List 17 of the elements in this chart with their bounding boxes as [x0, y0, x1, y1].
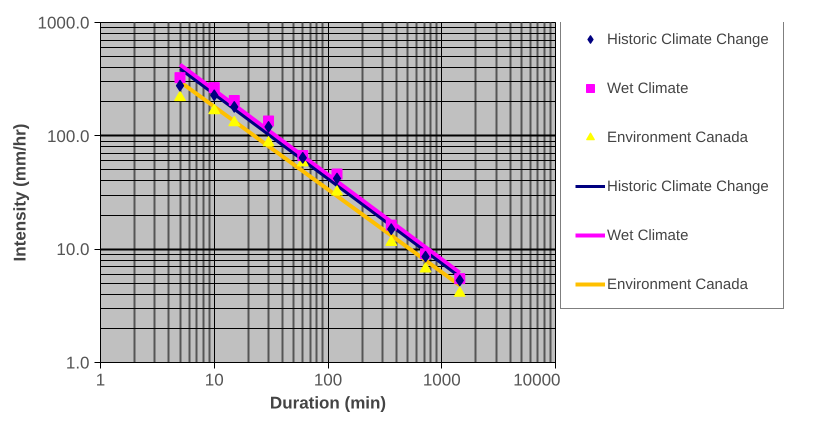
x-axis-title: Duration (min)	[270, 394, 386, 412]
legend-label: Environment Canada	[607, 128, 748, 146]
legend-label: Historic Climate Change	[607, 178, 769, 194]
y-axis-title: Intensity (mm/hr)	[10, 124, 30, 262]
y-tick-label: 100.0	[46, 126, 90, 146]
x-tick-label: 100	[314, 370, 342, 390]
legend-label: Historic Climate Change	[607, 30, 769, 48]
x-tick-label: 1000	[422, 370, 461, 390]
x-tick-label: 1	[96, 370, 106, 390]
y-tick-label: 1000.0	[38, 14, 90, 32]
legend-label: Wet Climate	[607, 80, 688, 96]
x-tick-label: 10	[204, 370, 224, 390]
legend-label: Wet Climate	[607, 226, 688, 244]
legend-label: Environment Canada	[607, 276, 748, 292]
y-tick-label: 10.0	[56, 240, 90, 260]
y-tick-label: 1.0	[66, 354, 90, 372]
x-tick-label: 10000	[513, 370, 561, 390]
